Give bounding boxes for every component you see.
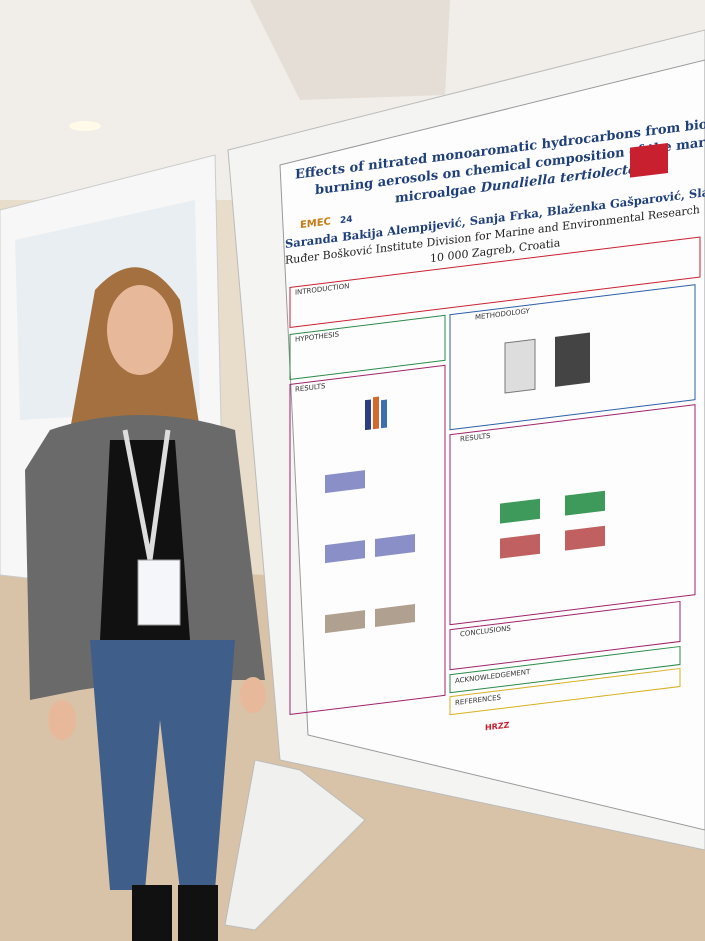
figure-bar xyxy=(381,399,387,429)
methodology-box xyxy=(449,284,696,431)
conference-logo: EMEC xyxy=(300,216,331,231)
face xyxy=(107,285,173,375)
section-heading: RESULTS xyxy=(460,431,491,444)
acknowledgement-box xyxy=(449,645,681,694)
figure xyxy=(500,498,540,524)
references-box xyxy=(449,667,681,716)
results-left-box xyxy=(289,364,446,715)
person xyxy=(25,267,266,941)
conference-number: 24 xyxy=(340,215,352,226)
conclusions-box xyxy=(449,600,681,671)
figure xyxy=(375,604,415,627)
poster xyxy=(279,59,705,831)
figure-bar xyxy=(373,396,379,430)
institute-logo xyxy=(630,142,668,178)
incubator-icon xyxy=(504,338,536,394)
ceiling-light xyxy=(69,121,101,131)
lab-photo xyxy=(555,332,590,387)
figure-bar xyxy=(365,399,371,431)
jeans xyxy=(90,640,235,890)
intro-box xyxy=(289,236,701,328)
hand xyxy=(48,700,76,740)
badge xyxy=(137,559,181,626)
hand xyxy=(240,677,266,713)
figure xyxy=(565,490,605,516)
figure xyxy=(325,470,365,494)
funder-logo: HRZZ xyxy=(485,720,510,732)
figure xyxy=(565,525,605,551)
figure xyxy=(325,540,365,564)
figure xyxy=(500,533,540,559)
result-figures xyxy=(325,396,415,634)
stacked-figures xyxy=(500,490,605,559)
figure xyxy=(375,534,415,557)
board-stand xyxy=(224,759,366,931)
figure xyxy=(325,610,365,634)
hypothesis-box xyxy=(289,314,446,380)
section-heading: RESULTS xyxy=(295,381,326,394)
results-right-box xyxy=(449,404,696,626)
ceiling-panel xyxy=(250,0,450,100)
boot xyxy=(132,885,172,941)
boot xyxy=(178,885,218,941)
